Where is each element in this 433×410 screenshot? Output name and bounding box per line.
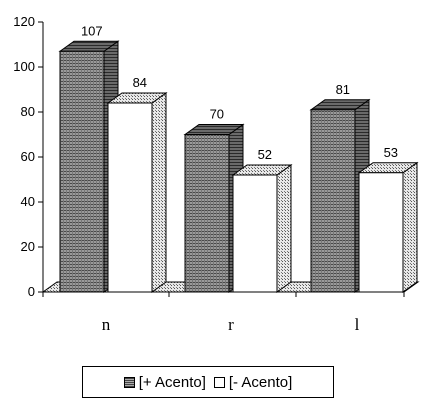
- y-tick-label-80: 80: [21, 104, 35, 119]
- data-label-minus-acento-r: 52: [258, 147, 272, 162]
- bar-minus-acento-r: [232, 174, 278, 293]
- legend-label-plus-acento: [+ Acento]: [138, 373, 206, 391]
- bar-plus-acento-l: [310, 109, 356, 293]
- y-tick-label-120: 120: [13, 14, 35, 29]
- bar-chart: 0 20 40 60 80 100 120 107 84 n 70 52 r 81 53 l: [13, 14, 420, 334]
- bar-plus-acento-r: [184, 134, 230, 293]
- data-label-plus-acento-n: 107: [81, 23, 103, 38]
- bar-side-minus-acento-n: [151, 92, 167, 293]
- x-category-label-n: n: [102, 315, 111, 334]
- y-tick-label-40: 40: [21, 194, 35, 209]
- legend: [+ Acento] [- Acento]: [82, 366, 334, 398]
- y-tick-label-20: 20: [21, 239, 35, 254]
- x-category-label-l: l: [355, 315, 360, 334]
- y-tick-label-60: 60: [21, 149, 35, 164]
- y-tick-label-100: 100: [13, 59, 35, 74]
- legend-swatch-plus-acento: [123, 376, 135, 388]
- bar-side-minus-acento-r: [276, 164, 292, 293]
- data-label-plus-acento-r: 70: [210, 107, 224, 122]
- bar-minus-acento-l: [358, 172, 404, 293]
- data-label-minus-acento-n: 84: [133, 75, 147, 90]
- x-category-label-r: r: [228, 315, 234, 334]
- legend-swatch-minus-acento: [213, 376, 225, 388]
- legend-item-plus-acento: [+ Acento]: [123, 373, 206, 391]
- bar-side-minus-acento-l: [402, 161, 418, 293]
- data-label-plus-acento-l: 81: [336, 82, 350, 97]
- y-tick-label-0: 0: [28, 284, 35, 299]
- bar-minus-acento-n: [107, 102, 153, 293]
- legend-item-minus-acento: [- Acento]: [213, 373, 293, 391]
- data-label-minus-acento-l: 53: [384, 145, 398, 160]
- bar-plus-acento-n: [59, 50, 105, 293]
- legend-label-minus-acento: [- Acento]: [228, 373, 293, 391]
